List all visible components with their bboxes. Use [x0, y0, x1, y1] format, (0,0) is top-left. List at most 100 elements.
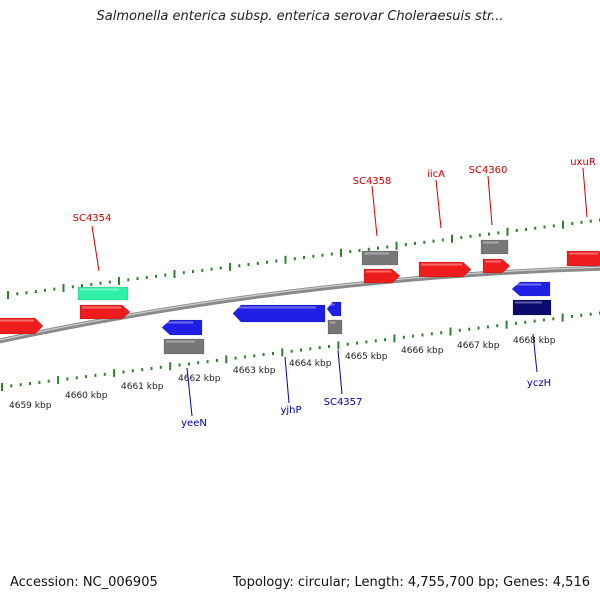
label-leader: [435, 179, 442, 229]
minor-tick: [145, 275, 148, 279]
gene-sc4357-a[interactable]: [326, 301, 342, 317]
gene-sc4357-a-shine: [329, 303, 335, 306]
minor-tick: [414, 241, 416, 245]
minor-tick: [404, 243, 407, 247]
minor-tick: [272, 352, 274, 355]
gene-label-sc4360[interactable]: SC4360: [469, 165, 508, 176]
gene-label-sc4354[interactable]: SC4354: [73, 213, 112, 224]
minor-tick: [150, 367, 153, 370]
gene-sc4360-shine: [485, 260, 501, 263]
label-leader: [91, 225, 100, 272]
major-tick: [57, 376, 60, 385]
minor-tick: [469, 234, 472, 238]
minor-tick: [478, 233, 481, 237]
gene-label-uxur[interactable]: uxuR: [570, 157, 596, 168]
minor-tick: [85, 375, 88, 379]
major-tick: [337, 341, 340, 350]
minor-tick: [266, 260, 268, 264]
minor-tick: [19, 383, 22, 387]
minor-tick: [571, 315, 573, 318]
label-leader: [186, 367, 193, 417]
gene-left-edge[interactable]: [0, 317, 44, 335]
minor-tick: [238, 264, 241, 268]
gene-label-sc4358[interactable]: SC4358: [353, 176, 392, 187]
minor-tick: [356, 341, 359, 345]
major-tick: [1, 383, 3, 391]
gene-features: [0, 239, 600, 355]
ruler-label: 4662 kbp: [178, 374, 221, 384]
gene-label-sc4357[interactable]: SC4357: [324, 397, 363, 408]
chromosome-backbone: [0, 265, 600, 344]
label-leader: [582, 167, 588, 218]
gene-uxur-shine: [569, 252, 598, 255]
minor-tick: [552, 224, 555, 228]
major-tick: [62, 284, 65, 292]
minor-tick: [136, 277, 139, 281]
major-tick: [281, 348, 284, 357]
gene-yczh-dark[interactable]: [512, 299, 552, 316]
minor-tick: [441, 238, 444, 242]
minor-tick: [402, 335, 405, 339]
gene-yjhp[interactable]: [232, 304, 326, 323]
gene-sc4354[interactable]: [79, 304, 131, 320]
major-tick: [229, 262, 231, 271]
minor-tick: [321, 253, 324, 257]
ruler-label: 4665 kbp: [345, 352, 388, 362]
minor-tick: [164, 273, 167, 277]
gene-sc4354-rna[interactable]: [77, 286, 129, 301]
gene-yeen-pseudo-shine: [166, 340, 195, 343]
accession-text: Accession: NC_006905: [10, 575, 158, 590]
minor-tick: [192, 270, 194, 274]
ruler-label: 4664 kbp: [289, 359, 332, 369]
gene-iica[interactable]: [418, 261, 472, 278]
label-leader: [532, 333, 538, 373]
gene-yeen[interactable]: [161, 319, 203, 336]
label-leader: [487, 175, 493, 226]
gene-uxur[interactable]: [566, 250, 600, 267]
gene-sc4357[interactable]: [327, 319, 343, 335]
minor-tick: [349, 250, 352, 254]
gene-yczh[interactable]: [511, 281, 551, 297]
major-tick: [118, 276, 120, 285]
gene-label-iica[interactable]: iicA: [427, 169, 445, 180]
minor-tick: [496, 324, 499, 328]
minor-tick: [440, 331, 443, 335]
minor-tick: [94, 373, 97, 377]
minor-tick: [275, 259, 278, 263]
minor-tick: [525, 227, 527, 231]
label-leader: [371, 185, 378, 237]
gene-sc4358[interactable]: [363, 268, 401, 284]
minor-tick: [412, 334, 415, 338]
bottom-gene-labels: yeeN yjhP SC4357 yczH: [181, 333, 551, 429]
gene-label-yczh[interactable]: yczH: [527, 378, 551, 389]
gene-sc4358-pseudo[interactable]: [361, 250, 399, 266]
minor-tick: [312, 254, 315, 258]
minor-tick: [303, 256, 305, 259]
ruler-label: 4660 kbp: [65, 391, 108, 401]
gene-yjhp-shine: [235, 306, 316, 309]
gene-label-yjhp[interactable]: yjhP: [280, 405, 301, 416]
gene-label-yeen[interactable]: yeeN: [181, 418, 207, 429]
minor-tick: [127, 278, 130, 282]
minor-tick: [47, 379, 50, 383]
minor-tick: [477, 326, 480, 330]
major-tick: [113, 369, 116, 378]
gene-sc4360[interactable]: [482, 258, 511, 274]
ruler-label: 4659 kbp: [9, 401, 52, 411]
minor-tick: [580, 313, 583, 317]
minor-tick: [29, 382, 31, 385]
minor-tick: [10, 384, 13, 388]
minor-tick: [386, 245, 389, 249]
chromosome-backbone-highlight: [0, 266, 600, 341]
topology-text: Topology: circular; Length: 4,755,700 bp…: [232, 575, 590, 590]
minor-tick: [514, 321, 517, 325]
minor-tick: [318, 346, 321, 350]
gene-yeen-pseudo[interactable]: [163, 338, 205, 355]
label-leader: [337, 349, 343, 395]
minor-tick: [589, 219, 592, 223]
minor-tick: [34, 290, 37, 293]
gene-sc4360-pseudo[interactable]: [480, 239, 509, 255]
minor-tick: [44, 288, 46, 292]
upper-tick-track: [7, 218, 600, 299]
